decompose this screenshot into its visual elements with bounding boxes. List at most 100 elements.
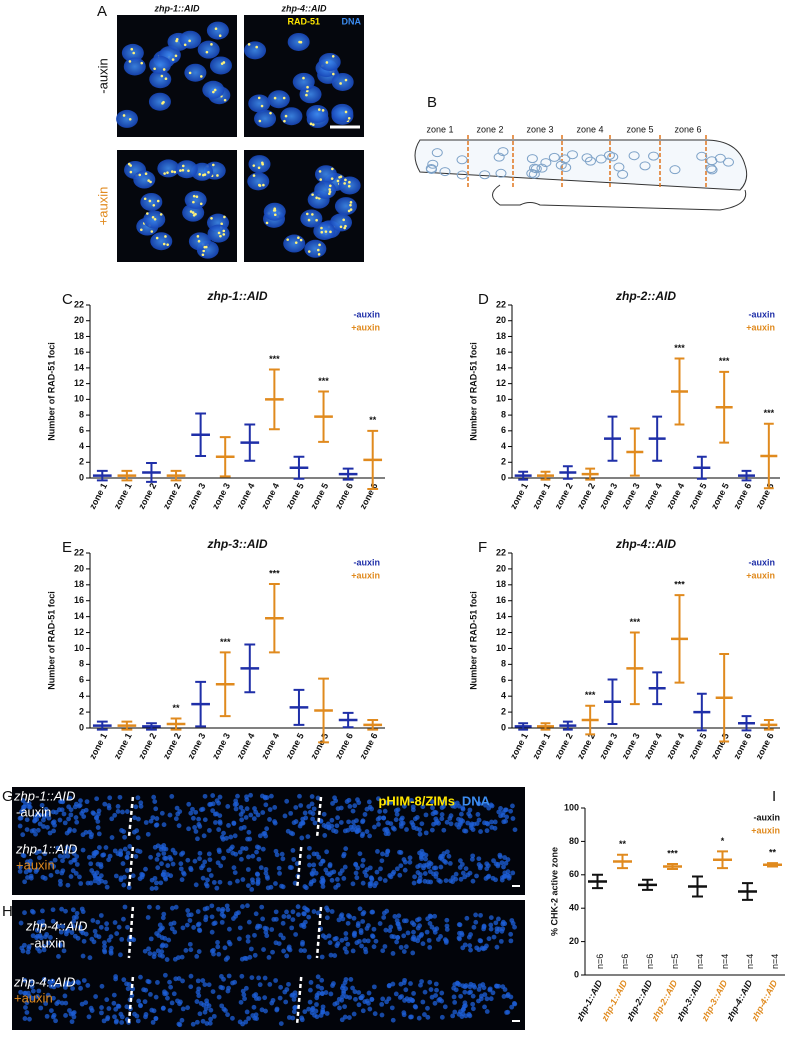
nucleus [163, 876, 169, 882]
legend-entry: +auxin [351, 570, 380, 580]
nucleus [395, 921, 401, 927]
x-tick-label: zone 3 [620, 731, 642, 760]
nucleus [481, 926, 486, 932]
significance: *** [630, 617, 641, 627]
nucleus [356, 827, 362, 833]
nucleus [293, 805, 299, 810]
error-bar [96, 720, 108, 731]
nucleus [484, 996, 490, 1002]
focus [129, 170, 133, 174]
nucleus [240, 988, 246, 994]
nucleus [391, 934, 397, 940]
nucleus [87, 955, 93, 961]
nucleus [496, 916, 501, 922]
nucleus [423, 856, 429, 862]
nucleus [371, 944, 377, 950]
zone-boundary [295, 976, 303, 1024]
error-bar [562, 465, 573, 480]
nucleus [197, 1011, 203, 1017]
column-label: zhp-4::AID [281, 3, 327, 13]
x-tick-label: zone 1 [87, 481, 109, 510]
nucleus [452, 982, 458, 987]
nucleus [88, 861, 94, 867]
nucleus [299, 922, 304, 928]
nucleus [367, 804, 373, 810]
nucleus [309, 879, 314, 885]
nucleus [339, 868, 345, 873]
focus [128, 60, 132, 63]
error-bar [268, 368, 280, 431]
nucleus [37, 812, 42, 818]
error-bar [585, 467, 596, 481]
nucleus [504, 814, 510, 820]
nucleus [195, 836, 200, 842]
nucleus [80, 953, 86, 959]
nucleus [45, 824, 50, 830]
nucleus [341, 876, 347, 881]
nucleus [400, 820, 406, 826]
nucleus [478, 912, 483, 918]
nucleus [241, 992, 247, 998]
focus [223, 98, 227, 102]
nucleus [138, 800, 144, 806]
focus [329, 184, 332, 188]
nucleus [327, 863, 333, 869]
nucleus [66, 981, 72, 986]
nucleus [108, 934, 114, 940]
nucleus [270, 997, 276, 1003]
chart-title: zhp-1::AID [207, 289, 268, 303]
nucleus [190, 815, 196, 821]
focus [306, 85, 309, 89]
nucleus [284, 798, 290, 804]
nucleus [52, 822, 57, 828]
nucleus [257, 833, 263, 839]
nucleus [335, 815, 340, 821]
nucleus [459, 861, 465, 867]
y-tick-label: 14 [496, 362, 506, 372]
focus [305, 93, 308, 97]
nucleus [423, 830, 429, 836]
nucleus [512, 827, 518, 833]
nucleus [77, 874, 82, 880]
nucleus [254, 849, 259, 855]
nucleus [413, 1004, 419, 1010]
nucleus-sketch [427, 159, 439, 169]
focus [179, 169, 182, 172]
nucleus [70, 923, 76, 929]
significance: *** [269, 568, 280, 578]
nucleus [252, 932, 257, 938]
nucleus [419, 856, 424, 862]
error-bar [763, 719, 774, 731]
nucleus [55, 924, 61, 929]
nucleus [257, 982, 263, 988]
nucleus [325, 821, 331, 827]
x-tick-label: zone 2 [161, 481, 183, 510]
focus [122, 114, 126, 117]
nucleus [273, 909, 279, 915]
nucleus [45, 940, 51, 946]
nucleus [232, 833, 238, 839]
focus [128, 118, 132, 121]
focus [171, 58, 175, 61]
nucleus [457, 822, 463, 827]
nucleus [221, 830, 226, 836]
nucleus [439, 816, 445, 822]
nucleus [226, 926, 232, 932]
error-bar [719, 370, 730, 444]
row-label: -auxin [30, 935, 65, 950]
nucleus [111, 1000, 117, 1006]
nucleus [27, 867, 33, 873]
focus [220, 62, 224, 65]
nucleus [320, 1004, 326, 1010]
nucleus [410, 950, 416, 956]
nucleus [94, 870, 100, 876]
nucleus [23, 869, 29, 875]
focus [166, 243, 169, 246]
nucleus [124, 868, 130, 873]
nucleus [58, 929, 64, 935]
nucleus [417, 831, 423, 837]
nucleus [166, 937, 172, 943]
nucleus [302, 884, 308, 889]
nucleus [451, 994, 457, 1000]
focus [330, 177, 334, 180]
